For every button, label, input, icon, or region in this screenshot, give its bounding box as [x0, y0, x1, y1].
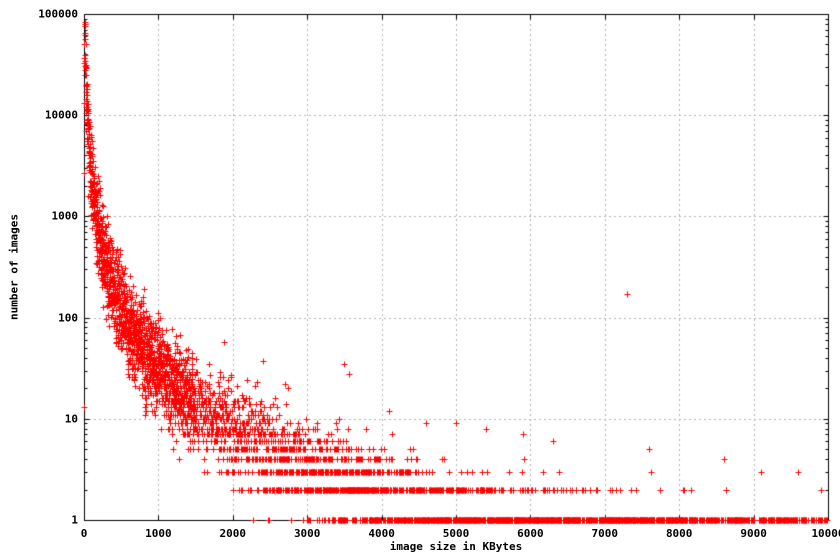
x-tick-label: 1000	[145, 527, 172, 540]
y-tick-label: 100000	[38, 7, 78, 21]
x-tick-label: 0	[80, 527, 88, 540]
x-tick-label: 3000	[293, 527, 321, 540]
y-tick-label: 100	[58, 311, 78, 325]
y-tick-label: 10	[64, 412, 78, 426]
y-tick-label: 1000	[51, 209, 79, 223]
x-tick-label: 2000	[219, 527, 247, 540]
x-tick-label: 5000	[442, 527, 470, 540]
x-tick-label: 7000	[591, 527, 619, 540]
x-tick-label: 4000	[368, 527, 395, 540]
y-tick-label: 1	[71, 513, 78, 527]
x-tick-label: 9000	[740, 527, 767, 540]
x-tick-label: 8000	[665, 527, 693, 540]
x-tick-label: 10000	[811, 527, 840, 540]
x-axis-label: image size in KBytes	[389, 540, 523, 553]
y-axis-label: number of images	[7, 214, 21, 320]
x-tick-label: 6000	[517, 527, 544, 540]
y-tick-label: 10000	[44, 108, 78, 122]
